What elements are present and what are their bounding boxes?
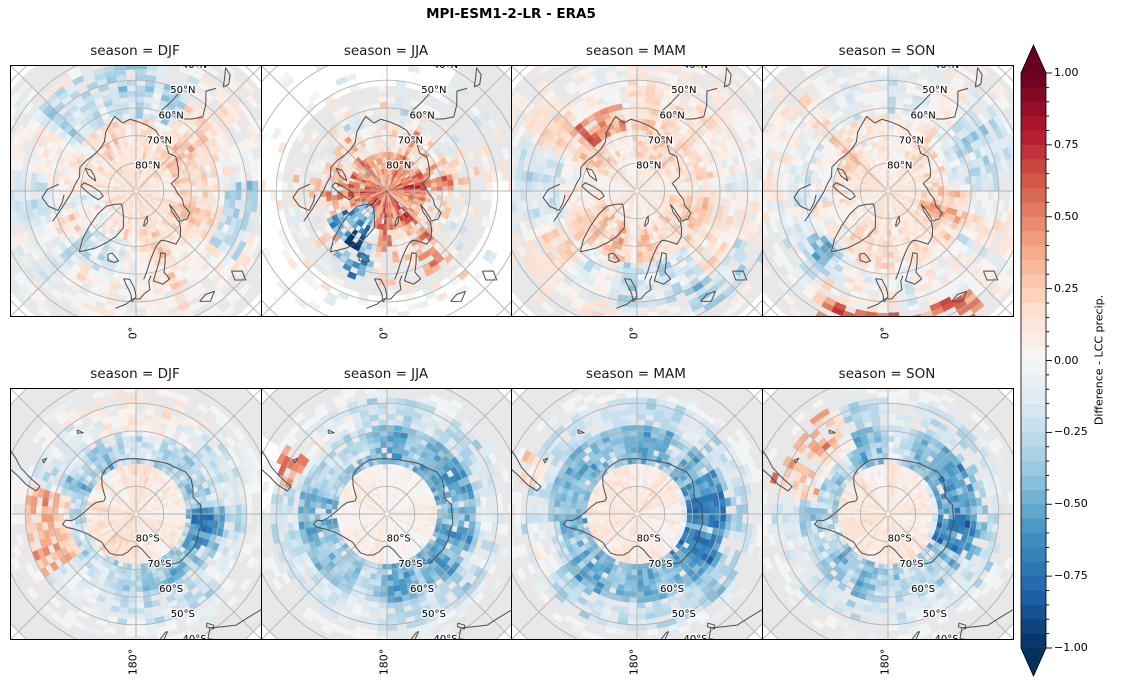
map-north-jja bbox=[261, 65, 513, 317]
lon-tick-label: 180° bbox=[377, 648, 391, 676]
map-south-son bbox=[762, 388, 1014, 640]
panel-title-south-jja: season = JJA bbox=[343, 366, 429, 382]
map-south-mam bbox=[511, 388, 763, 640]
lon-tick-label: 0° bbox=[878, 326, 892, 340]
panel-title-south-mam: season = MAM bbox=[586, 366, 686, 382]
panel-title-north-jja: season = JJA bbox=[343, 43, 429, 59]
colorbar bbox=[1018, 38, 1058, 688]
lon-tick-label: 180° bbox=[126, 648, 140, 676]
lon-tick-label: 0° bbox=[377, 326, 391, 340]
figure-title: MPI-ESM1-2-LR - ERA5 bbox=[426, 6, 596, 22]
panel-title-south-son: season = SON bbox=[838, 366, 936, 382]
map-north-son bbox=[762, 65, 1014, 317]
colorbar-tick-label: 0.50 bbox=[1054, 209, 1079, 223]
lon-tick-label: 180° bbox=[878, 648, 892, 676]
panel-title-north-son: season = SON bbox=[838, 43, 936, 59]
panel-title-north-mam: season = MAM bbox=[586, 43, 686, 59]
lon-tick-label: 0° bbox=[126, 326, 140, 340]
colorbar-tick-label: −0.25 bbox=[1054, 425, 1088, 439]
map-south-jja bbox=[261, 388, 513, 640]
map-north-djf bbox=[10, 65, 262, 317]
colorbar-tick-label: 1.00 bbox=[1054, 66, 1079, 79]
lon-tick-label: 180° bbox=[627, 648, 641, 676]
colorbar-tick-label: −0.50 bbox=[1054, 497, 1088, 511]
colorbar-tick-label: 0.00 bbox=[1054, 353, 1079, 367]
colorbar-tick-label: −0.75 bbox=[1054, 569, 1088, 583]
lon-tick-label: 0° bbox=[627, 326, 641, 340]
colorbar-label: Difference - LCC precip. bbox=[1092, 294, 1106, 426]
colorbar-tick-label: 0.75 bbox=[1054, 137, 1079, 151]
panel-title-north-djf: season = DJF bbox=[90, 43, 180, 59]
colorbar-tick-label: 0.25 bbox=[1054, 281, 1079, 295]
colorbar-tick-label: −1.00 bbox=[1054, 641, 1088, 654]
map-north-mam bbox=[511, 65, 763, 317]
panel-title-south-djf: season = DJF bbox=[90, 366, 180, 382]
map-south-djf bbox=[10, 388, 262, 640]
